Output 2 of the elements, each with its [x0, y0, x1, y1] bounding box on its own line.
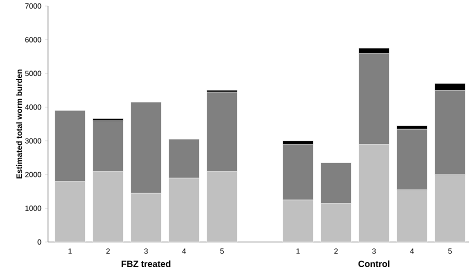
text: FBZ treated: [122, 260, 170, 268]
text: Control: [358, 260, 390, 268]
